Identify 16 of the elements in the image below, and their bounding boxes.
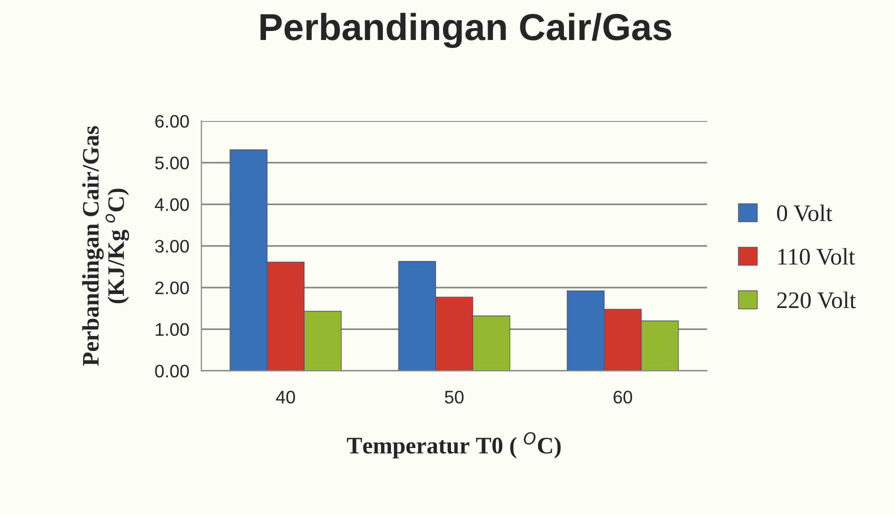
y-tick-label: 3.00 <box>155 240 189 253</box>
x-tick-label: 50 <box>444 390 464 404</box>
y-tick-label: 0.00 <box>155 364 189 378</box>
y-tick-label: 5.00 <box>155 156 189 170</box>
y-tick-label: 2.00 <box>155 281 189 294</box>
y-tick-label: 6.00 <box>155 114 189 128</box>
legend-label: 110 Volt <box>778 248 856 265</box>
legend-label: 0 Volt <box>777 204 832 222</box>
y-tick-label: 1.00 <box>156 323 189 336</box>
chart-title: Perbandingan Cair/Gas <box>260 12 672 48</box>
y-axis-title: Perbandingan Cair/Gas (KJ/Kg $^{o}$C) <box>82 126 130 366</box>
legend-label: 220 Volt <box>777 292 856 308</box>
x-axis-title: Temperatur T0 ( $^{O}$C) <box>346 432 561 458</box>
x-tick-label: 40 <box>276 390 295 404</box>
y-tick-label: 4.00 <box>154 198 189 212</box>
x-tick-label: 60 <box>614 390 632 404</box>
